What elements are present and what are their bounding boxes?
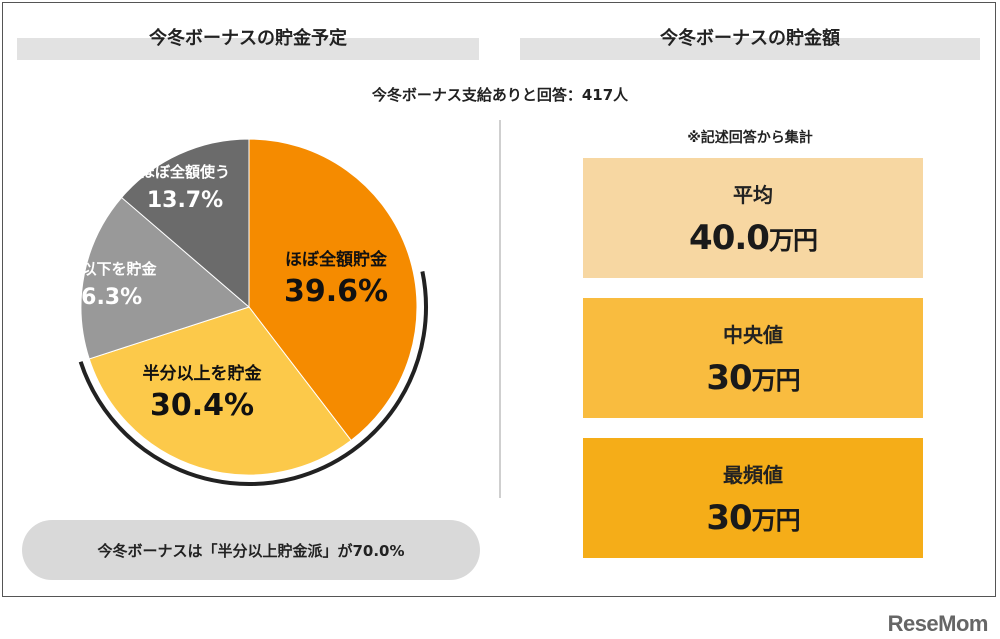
pie-label-value-0: 39.6% [284,274,388,309]
pie-slice-3 [120,138,250,309]
stat-label: 中央値 [723,322,783,347]
emphasis-arc [78,271,428,486]
pie-label-value-3: 13.7% [147,188,223,213]
stat-value: 40.0万円 [689,217,818,258]
pie-label-name-3: ほぼ全額使う [140,163,230,181]
aggregation-note: ※記述回答から集計 [687,130,813,146]
stat-number: 30 [706,357,752,398]
stat-box-mode: 最頻値 30万円 [583,438,923,558]
right-header-bar: 今冬ボーナスの貯金額 [520,28,980,60]
stat-value: 30万円 [706,357,801,398]
pie-label-name-2: 半分以下を貯金 [60,260,157,278]
resemom-logo: ReseMom [887,611,989,636]
pie-label-name-1: 半分以上を貯金 [143,363,263,384]
left-header-title: 今冬ボーナスの貯金予定 [149,28,347,49]
summary-text: 今冬ボーナスは「半分以上貯金派」が70.0% [97,541,405,560]
savings-plan-pie-chart: ほぼ全額貯金 39.6% 半分以上を貯金 30.4% 半分以下を貯金 16.3% ほぼ全額使… [60,138,428,486]
stat-value: 30万円 [706,497,801,538]
pie-slice-0 [248,138,418,442]
pie-label-name-0: ほぼ全額貯金 [285,249,388,270]
stat-box-mean: 平均 40.0万円 [583,158,923,278]
pie-slice-1 [88,306,352,476]
stat-unit: 万円 [751,505,801,535]
stat-label: 最頻値 [723,462,783,487]
panel-divider [499,120,501,498]
respondent-count: 今冬ボーナス支給ありと回答：417人 [371,86,629,104]
stat-number: 30 [706,497,752,538]
pie-label-value-2: 16.3% [66,285,142,310]
right-header-title: 今冬ボーナスの貯金額 [660,28,840,49]
stat-number: 40.0 [689,217,770,258]
left-header-bar: 今冬ボーナスの貯金予定 [17,28,479,60]
stat-label: 平均 [733,182,773,207]
summary-pill: 今冬ボーナスは「半分以上貯金派」が70.0% [22,520,480,580]
stat-box-median: 中央値 30万円 [583,298,923,418]
stat-unit: 万円 [768,225,818,255]
pie-slice-2 [80,196,251,360]
pie-label-value-1: 30.4% [150,388,254,423]
stat-unit: 万円 [751,365,801,395]
